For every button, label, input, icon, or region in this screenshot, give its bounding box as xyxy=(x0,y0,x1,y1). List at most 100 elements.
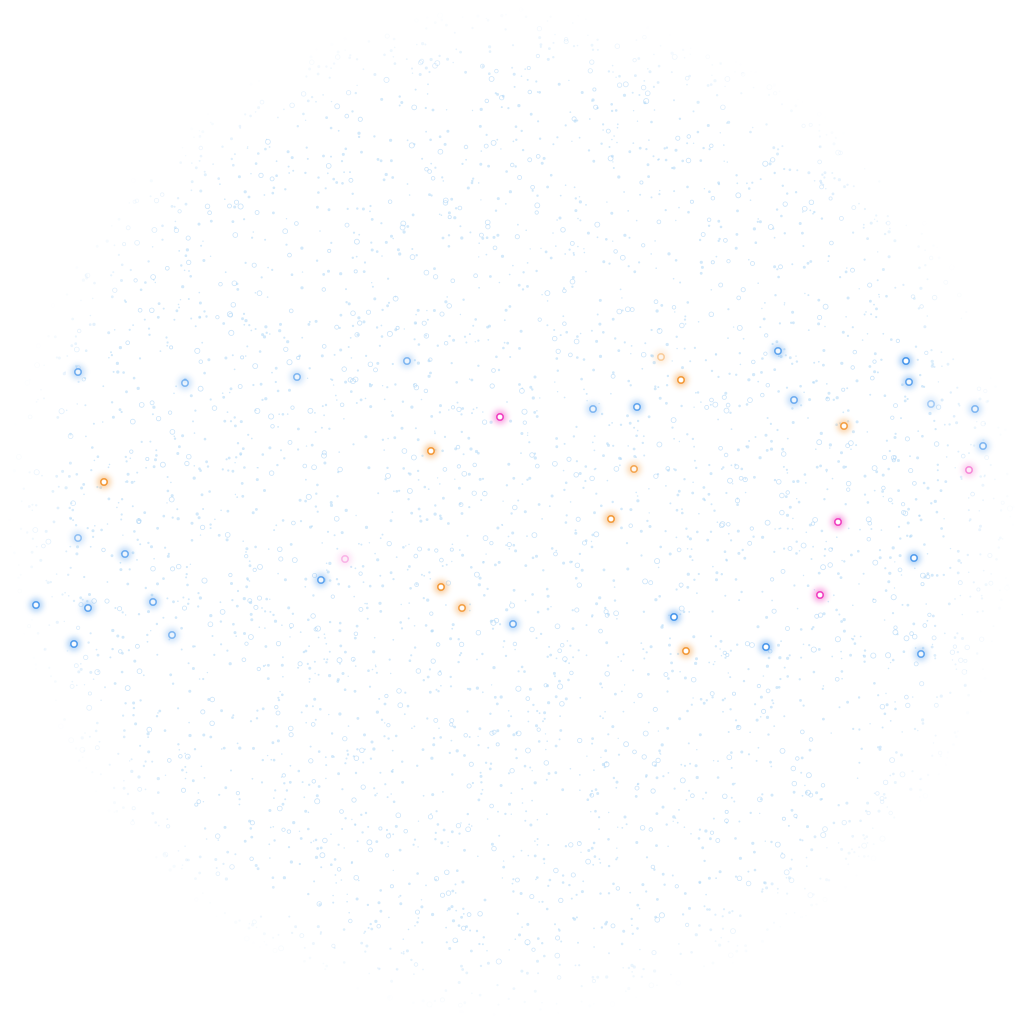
star-ring xyxy=(656,352,665,361)
dust-dot xyxy=(686,548,689,550)
dust-ring xyxy=(610,373,616,379)
dust-dot xyxy=(375,250,379,253)
dust-dot xyxy=(35,545,38,548)
dust-dot xyxy=(492,235,496,239)
dust-dot xyxy=(608,262,611,265)
dust-dot xyxy=(783,666,786,669)
dust-dot xyxy=(712,760,715,762)
dust-dot xyxy=(546,324,549,327)
dust-ring xyxy=(204,203,211,209)
dust-ring xyxy=(130,418,136,425)
dust-dot xyxy=(317,191,320,194)
dust-dot xyxy=(304,649,308,653)
dust-dot xyxy=(334,874,337,876)
dust-dot xyxy=(557,928,560,931)
dust-dot xyxy=(298,830,301,832)
dust-dot xyxy=(694,764,698,768)
dust-dot xyxy=(125,390,128,394)
dust-dot xyxy=(224,198,226,200)
dust-dot xyxy=(681,913,685,916)
dust-dot xyxy=(220,748,223,750)
dust-dot xyxy=(539,1008,542,1011)
dust-dot xyxy=(268,446,272,450)
dust-ring xyxy=(736,295,741,301)
dust-dot xyxy=(615,858,618,861)
dust-ring xyxy=(732,691,737,696)
dust-dot xyxy=(165,336,168,339)
dust-dot xyxy=(533,411,537,414)
dust-dot xyxy=(727,120,731,124)
dust-dot xyxy=(526,478,529,481)
dust-dot xyxy=(308,956,312,960)
dust-dot xyxy=(650,120,653,124)
dust-dot xyxy=(801,839,804,842)
dust-dot xyxy=(708,463,711,467)
dust-dot xyxy=(638,94,641,96)
dust-dot xyxy=(193,748,197,751)
dust-ring xyxy=(170,566,176,572)
dust-dot xyxy=(574,197,577,200)
dust-dot xyxy=(820,181,823,185)
dust-ring xyxy=(791,780,797,787)
dust-dot xyxy=(332,901,335,904)
dust-dot xyxy=(384,783,387,786)
dust-dot xyxy=(206,465,210,468)
dust-dot xyxy=(665,342,669,347)
dust-dot xyxy=(344,817,347,820)
dust-dot xyxy=(468,823,471,826)
dust-dot xyxy=(763,881,766,884)
dust-dot xyxy=(129,457,132,460)
dust-dot xyxy=(219,601,222,604)
dust-dot xyxy=(675,536,678,539)
dust-dot xyxy=(231,599,234,602)
dust-dot xyxy=(447,234,451,237)
dust-dot xyxy=(398,896,400,898)
dust-ring xyxy=(432,274,439,280)
dust-dot xyxy=(565,514,568,517)
dust-ring xyxy=(788,877,795,884)
dust-dot xyxy=(683,347,686,350)
dust-dot xyxy=(386,796,389,799)
dust-dot xyxy=(459,1010,462,1013)
dust-dot xyxy=(875,214,878,217)
dust-ring xyxy=(137,786,143,792)
dust-dot xyxy=(297,448,300,451)
dust-ring xyxy=(353,875,359,881)
dust-dot xyxy=(234,853,237,856)
dust-dot xyxy=(649,645,653,649)
dust-dot xyxy=(467,472,471,476)
dust-dot xyxy=(195,512,199,516)
dust-dot xyxy=(642,610,646,613)
dust-dot xyxy=(650,253,652,255)
dust-dot xyxy=(775,208,779,211)
dust-dot xyxy=(689,53,691,55)
dust-dot xyxy=(517,223,519,226)
dust-dot xyxy=(773,478,777,482)
dust-dot xyxy=(778,656,782,660)
dust-dot xyxy=(933,624,937,628)
dust-ring xyxy=(200,524,206,531)
dust-dot xyxy=(8,519,11,522)
dust-dot xyxy=(748,258,750,261)
dust-ring xyxy=(429,611,434,616)
dust-dot xyxy=(863,493,867,496)
dust-ring xyxy=(461,925,467,931)
dust-dot xyxy=(704,829,708,833)
dust-dot xyxy=(674,817,677,819)
dust-dot xyxy=(268,843,271,846)
dust-ring xyxy=(814,613,820,619)
dust-dot xyxy=(693,445,695,448)
dust-ring xyxy=(712,401,719,408)
dust-dot xyxy=(271,191,275,195)
dust-ring xyxy=(529,626,535,633)
dust-dot xyxy=(484,761,488,764)
dust-ring xyxy=(726,522,731,527)
dust-dot xyxy=(828,443,833,447)
dust-ring xyxy=(810,646,817,653)
dust-dot xyxy=(755,759,758,762)
dust-dot xyxy=(510,512,513,515)
dust-ring xyxy=(353,631,359,636)
dust-dot xyxy=(745,403,749,406)
dust-dot xyxy=(842,132,845,135)
dust-ring xyxy=(302,463,308,469)
